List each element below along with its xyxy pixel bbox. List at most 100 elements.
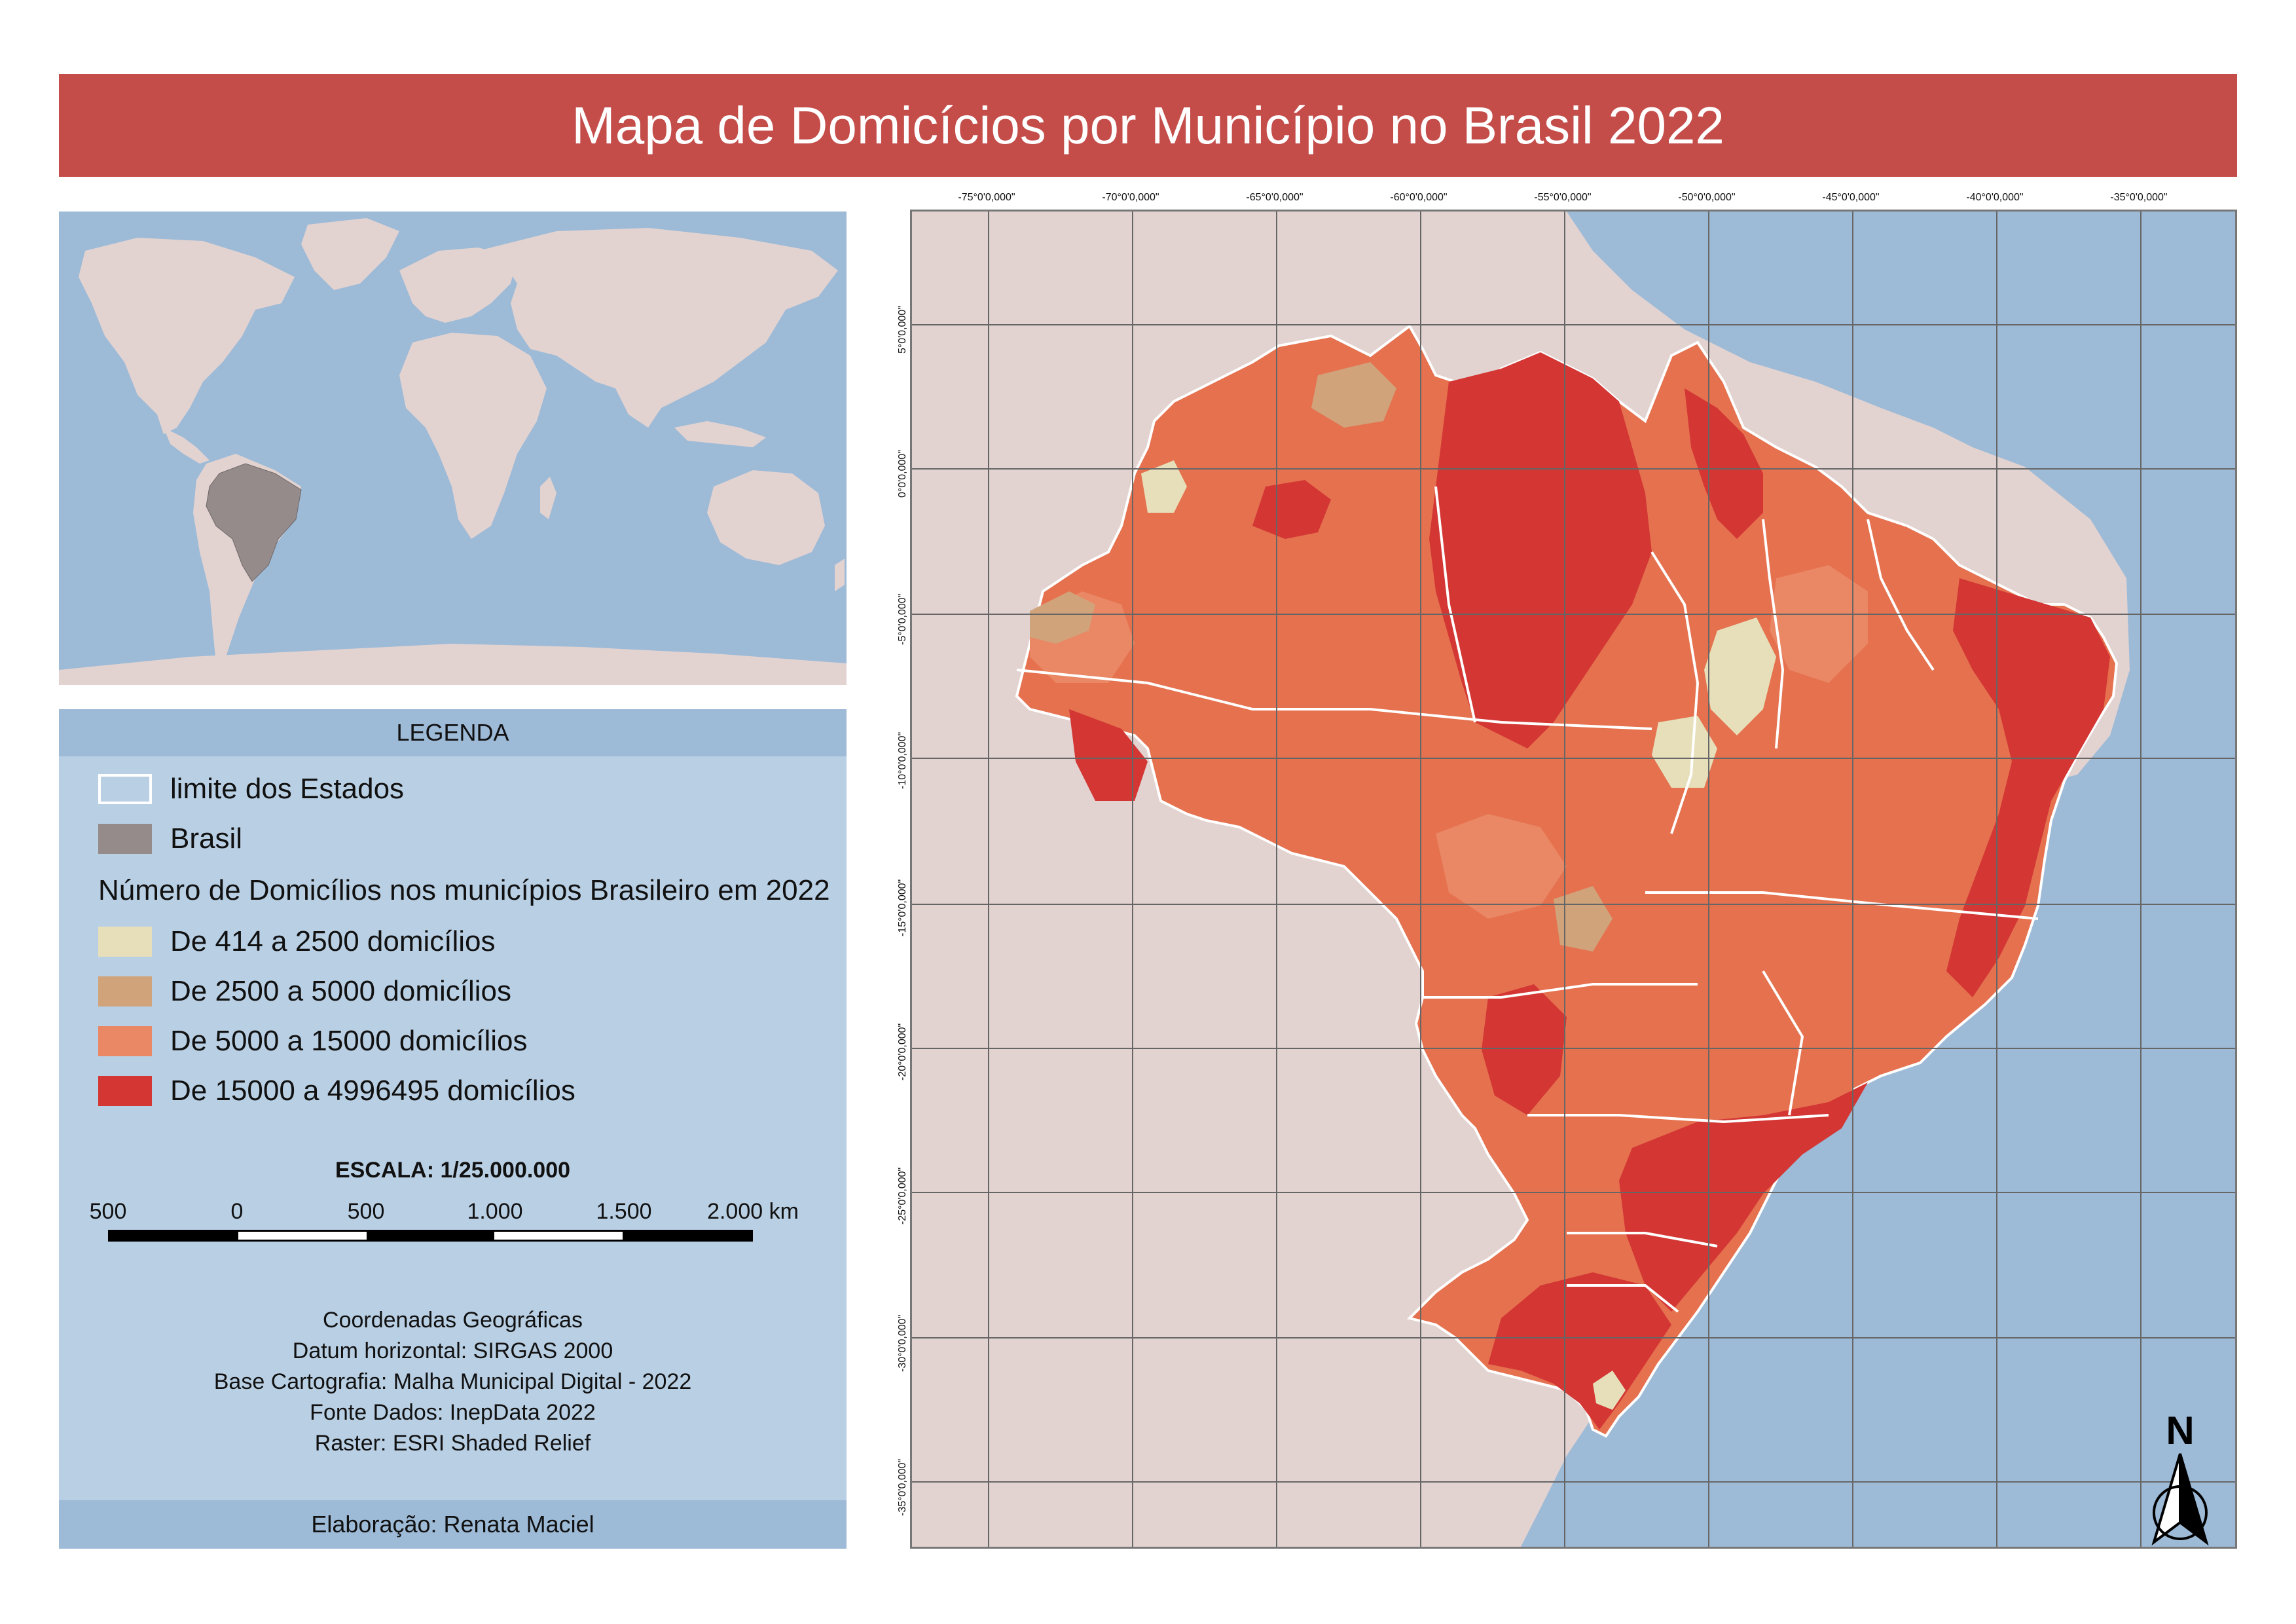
longitude-label: -35°0'0,000" [2110, 192, 2168, 203]
state-border-line [1567, 1232, 1718, 1247]
classes-title-text: Número de Domicílios nos municípios Bras… [98, 874, 830, 906]
state-border-line [1434, 486, 1476, 723]
main-map-frame [910, 210, 2237, 1549]
north-letter: N [2166, 1409, 2195, 1452]
map-title: Mapa de Domicícios por Município no Bras… [572, 96, 1724, 155]
class-1-swatch [98, 927, 152, 957]
class-1-region [1652, 716, 1717, 788]
longitude-label: -50°0'0,000" [1678, 192, 1736, 203]
scale-segment [366, 1232, 495, 1240]
state-border-line [1016, 669, 1652, 730]
inset-brazil-highlight [206, 463, 302, 582]
longitude-label: -65°0'0,000" [1246, 192, 1303, 203]
north-arrow: N [2141, 1408, 2219, 1546]
scale-segment [494, 1232, 623, 1240]
africa-shape [399, 333, 547, 539]
latitude-label: 5°0'0,000" [897, 306, 908, 354]
credit-line: Raster: ESRI Shaded Relief [314, 1431, 591, 1456]
longitude-label: -45°0'0,000" [1822, 192, 1880, 203]
scale-label: 1.000 [467, 1199, 523, 1224]
classes-title: Número de Domicílios nos municípios Bras… [98, 874, 830, 907]
legend-class-1: De 414 a 2500 domicílios [98, 925, 496, 958]
credits-block: Coordenadas Geográficas Datum horizontal… [59, 1305, 847, 1459]
state-border-line [1567, 1284, 1679, 1313]
class-4-region [1482, 984, 1567, 1115]
scale-label: 0 [230, 1199, 244, 1224]
longitude-label: -75°0'0,000" [958, 192, 1015, 203]
legend-class-4: De 15000 a 4996495 domicílios [98, 1075, 575, 1107]
latitude-label: -10°0'0,000" [897, 731, 908, 789]
longitude-label: -55°0'0,000" [1534, 192, 1592, 203]
legend-item-state-boundary: limite dos Estados [98, 773, 404, 805]
legend-panel: LEGENDA limite dos Estados Brasil Número… [59, 709, 847, 1549]
legend-class-label: De 15000 a 4996495 domicílios [170, 1075, 575, 1107]
state-boundary-swatch [98, 774, 152, 804]
scale-segment [110, 1232, 238, 1240]
class-2-region [1030, 591, 1095, 644]
longitude-label: -70°0'0,000" [1102, 192, 1159, 203]
legend-header: LEGENDA [59, 709, 847, 756]
australia-shape [707, 470, 825, 565]
new-zealand-shape [835, 559, 845, 591]
scale-label: 2.000 km [707, 1199, 799, 1224]
state-border-line [1762, 970, 1804, 1116]
legend-item-label: limite dos Estados [170, 773, 405, 805]
class-4-region [1069, 709, 1148, 801]
latitude-label: -35°0'0,000" [897, 1458, 908, 1516]
class-4-swatch [98, 1076, 152, 1106]
latitude-label: -20°0'0,000" [897, 1023, 908, 1080]
class-4-region [1252, 480, 1331, 539]
class-3-swatch [98, 1026, 152, 1056]
class-4-region [1619, 1082, 1868, 1312]
class-1-region [1141, 460, 1187, 513]
class-1-region [1593, 1371, 1626, 1410]
se-asia-islands-shape [674, 421, 766, 447]
scale-label: 1.500 [596, 1199, 652, 1224]
class-2-swatch [98, 976, 152, 1006]
title-banner: Mapa de Domicícios por Município no Bras… [59, 74, 2237, 177]
north-arrow-right-half [2179, 1453, 2209, 1546]
north-arrow-ring [2153, 1485, 2208, 1540]
credit-line: Datum horizontal: SIRGAS 2000 [292, 1338, 613, 1363]
scale-label: 500 [89, 1199, 127, 1224]
scale-label: 500 [347, 1199, 385, 1224]
legend-class-label: De 5000 a 15000 domicílios [170, 1025, 528, 1057]
state-border-line [1762, 519, 1785, 749]
state-border-line [1645, 891, 2039, 920]
scale-segment [238, 1232, 367, 1240]
legend-class-label: De 414 a 2500 domicílios [170, 925, 496, 957]
state-border-line [1867, 519, 1935, 671]
credit-line: Fonte Dados: InepData 2022 [310, 1400, 596, 1425]
north-arrow-icon [2151, 1453, 2209, 1546]
state-borders [1016, 486, 2039, 1313]
legend-class-3: De 5000 a 15000 domicílios [98, 1025, 527, 1058]
state-border-line [1423, 983, 1698, 999]
footer-author: Elaboração: Renata Maciel [59, 1500, 847, 1549]
class-3-region [1770, 565, 1868, 683]
class-2-region [1554, 886, 1613, 951]
scale-title: ESCALA: 1/25.000.000 [335, 1158, 571, 1183]
state-border-line [1527, 1114, 1829, 1124]
latitude-label: 0°0'0,000" [897, 450, 908, 498]
madagascar-shape [540, 477, 556, 519]
class-4-region [1685, 388, 1763, 539]
latitude-label: -5°0'0,000" [897, 593, 908, 645]
credit-line: Base Cartografia: Malha Municipal Digita… [213, 1369, 692, 1394]
state-border-line [1650, 551, 1700, 834]
legend-class-label: De 2500 a 5000 domicílios [170, 975, 511, 1007]
europe-shape [399, 248, 517, 323]
credit-line: Coordenadas Geográficas [323, 1308, 583, 1333]
latitude-label: -25°0'0,000" [897, 1167, 908, 1225]
graticule [912, 212, 2235, 1547]
scale-segment [623, 1232, 751, 1240]
asia-shape [478, 228, 838, 428]
north-america-shape [79, 238, 295, 434]
class-4-region [1946, 578, 2110, 997]
latitude-label: -30°0'0,000" [897, 1314, 908, 1372]
world-inset-svg [59, 212, 847, 685]
latitude-label: -15°0'0,000" [897, 879, 908, 936]
main-map-svg [912, 212, 2235, 1547]
brasil-swatch [98, 824, 152, 854]
class-3-region [1436, 814, 1567, 919]
